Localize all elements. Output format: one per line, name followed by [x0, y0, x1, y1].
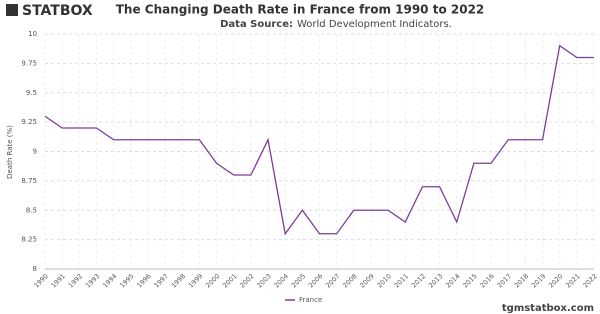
x-tick-label: 2021: [564, 272, 581, 289]
line: [44, 44, 594, 236]
x-tick-label: 2005: [290, 272, 307, 289]
x-tick-label: 2020: [547, 272, 564, 289]
x-tick-label: 1993: [84, 272, 101, 289]
x-tick-label: 1997: [153, 272, 170, 289]
x-tick-label: 2013: [427, 272, 444, 289]
logo-icon: [6, 4, 18, 16]
y-tick-label: 8.75: [21, 177, 37, 185]
x-tick-label: 2006: [307, 272, 324, 289]
y-tick-label: 9.25: [21, 118, 37, 126]
footer: tgmstatbox.com: [502, 303, 594, 314]
x-tick-label: 2002: [238, 272, 255, 289]
x-tick-label: 2016: [479, 272, 496, 289]
y-tick-label: 8: [33, 265, 37, 273]
x-tick-label: 1995: [118, 272, 135, 289]
legend-label: France: [299, 296, 322, 304]
x-tick-label: 2011: [393, 272, 410, 289]
y-tick-label: 10: [28, 30, 37, 38]
x-tick-label: 2017: [496, 272, 513, 289]
x-tick-label: 1991: [50, 272, 67, 289]
y-tick-label: 9.5: [26, 89, 37, 97]
x-tick-label: 2010: [376, 272, 393, 289]
subtitle: World Development Indicators.: [297, 19, 452, 30]
x-tick-label: 2022: [581, 272, 598, 289]
y-tick-label: 8.25: [21, 236, 37, 244]
x-tick-label: 2004: [273, 272, 290, 289]
chart-title: The Changing Death Rate in France from 1…: [116, 3, 485, 17]
x-tick-label: 1998: [170, 272, 187, 289]
y-tick-label: 9: [33, 148, 37, 156]
x-tick-label: 1994: [101, 272, 118, 289]
x-tick-label: 2001: [221, 272, 238, 289]
y-axis-label: Death Rate (%): [6, 125, 14, 179]
x-tick-label: 2019: [530, 272, 547, 289]
x-tick-label: 2008: [341, 272, 358, 289]
x-tick-label: 1996: [135, 272, 152, 289]
x-tick-label: 2009: [358, 272, 375, 289]
x-tick-label: 2014: [444, 272, 461, 289]
x-tick-label: 2012: [410, 272, 427, 289]
x-tick-label: 1992: [67, 272, 84, 289]
x-tick-label: 1990: [32, 272, 49, 289]
subtitle-label: Data Source:: [220, 19, 293, 30]
x-tick-label: 2018: [513, 272, 530, 289]
x-tick-label: 2007: [324, 272, 341, 289]
x-tick-label: 1999: [187, 272, 204, 289]
x-tick-label: 2015: [461, 272, 478, 289]
y-tick-label: 8.5: [26, 206, 37, 214]
logo: STATBOX: [22, 3, 93, 19]
x-tick-label: 2003: [256, 272, 273, 289]
x-tick-label: 2000: [204, 272, 221, 289]
y-tick-label: 9.75: [21, 59, 37, 67]
